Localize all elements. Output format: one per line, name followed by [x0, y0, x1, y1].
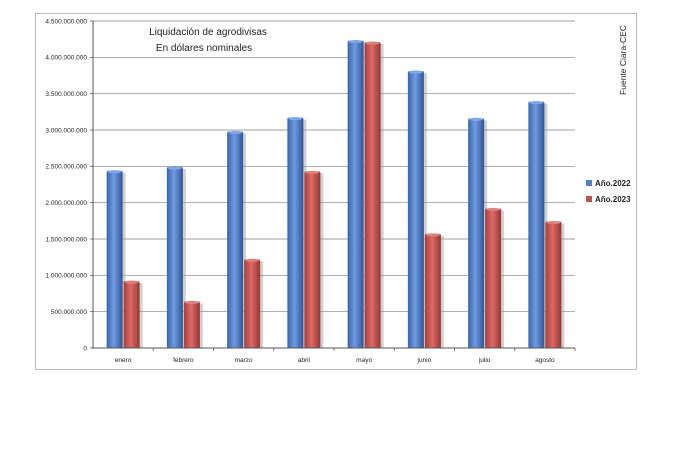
legend-swatch-2022	[586, 180, 592, 186]
bar-A-o-2023-agosto	[545, 221, 562, 348]
y-tick-label: 4.500.000.000	[45, 18, 87, 25]
y-tick-label: 2.500.000.000	[45, 164, 87, 171]
bar-cap	[305, 170, 320, 175]
bar-cap	[546, 220, 561, 225]
y-tick-label: 500.000.000	[51, 309, 88, 316]
bar-A-o-2023-febrero	[183, 301, 200, 348]
x-tick-label: enero	[115, 357, 132, 364]
legend: Año.2022 Año.2023	[586, 179, 631, 204]
chart-title: Liquidación de agrodivisas	[149, 27, 267, 38]
bars	[106, 40, 565, 349]
bar-cap	[184, 300, 199, 305]
legend-label-2022: Año.2022	[595, 179, 631, 188]
y-tick-label: 2.000.000.000	[45, 200, 87, 207]
chart-subtitle: En dólares nominales	[156, 43, 252, 54]
bar-cap	[288, 117, 303, 121]
bar-A-o-2023-marzo	[244, 259, 261, 348]
bar-cap	[408, 70, 423, 74]
bar-cap	[425, 233, 440, 237]
y-axis-ticks: 0 500.000.000 1.000.000.000 1.500.000.000 2.…	[45, 18, 87, 352]
x-tick-label: febrero	[173, 357, 194, 364]
bar-A-o-2023-junio	[424, 233, 441, 348]
bar-cap	[365, 41, 380, 45]
y-tick-label: 1.000.000.000	[45, 273, 87, 280]
x-tick-label: agosto	[535, 357, 555, 364]
bar-cap	[245, 258, 260, 262]
bar-A-o-2022-julio	[468, 118, 485, 348]
bar-A-o-2022-abril	[287, 117, 304, 348]
legend-swatch-2023	[586, 196, 592, 202]
bar-A-o-2023-enero	[123, 281, 140, 348]
y-tick-label: 3.500.000.000	[45, 91, 87, 98]
bar-A-o-2023-abril	[304, 171, 321, 348]
bar-A-o-2022-febrero	[166, 167, 183, 348]
bar-A-o-2023-julio	[485, 208, 502, 348]
bar-cap	[107, 170, 122, 174]
bar-cap	[486, 207, 501, 212]
y-tick-label: 3.000.000.000	[45, 127, 87, 134]
bar-cap	[469, 117, 484, 121]
x-tick-label: abril	[298, 357, 311, 364]
bar-A-o-2023-mayo	[364, 42, 381, 348]
bar-cap	[348, 40, 363, 44]
legend-label-2023: Año.2023	[595, 195, 631, 204]
y-tick-label: 1.500.000.000	[45, 236, 87, 243]
bar-cap	[228, 130, 243, 135]
bar-A-o-2022-mayo	[347, 40, 364, 349]
x-axis-ticks: enero febrero marzo abril mayo junio julio agos…	[115, 348, 576, 364]
bar-cap	[167, 166, 182, 170]
bar-A-o-2022-enero	[106, 170, 123, 348]
bar-A-o-2022-junio	[407, 71, 424, 348]
x-tick-label: junio	[417, 357, 432, 364]
source-label: Fuente Ciara-CEC	[618, 25, 628, 95]
y-tick-label: 4.000.000.000	[45, 55, 87, 62]
x-tick-label: julio	[478, 357, 491, 364]
y-tick-label: 0	[83, 345, 87, 352]
x-tick-label: marzo	[235, 357, 253, 364]
x-tick-label: mayo	[356, 357, 372, 364]
bar-cap	[124, 280, 139, 284]
bar-A-o-2022-agosto	[528, 101, 545, 348]
bar-A-o-2022-marzo	[227, 131, 244, 348]
bar-cap	[529, 101, 544, 105]
